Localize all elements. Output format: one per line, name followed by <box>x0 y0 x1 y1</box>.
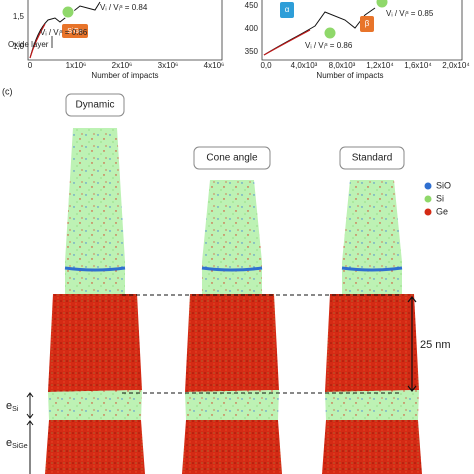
dashed-lines <box>122 294 400 394</box>
annotation: Vᵢ / Vᵢˢ = 0.84 <box>100 3 148 12</box>
pillar-label: Dynamic <box>76 100 115 111</box>
thickness-label: eSiGe <box>6 437 28 450</box>
si-layer <box>65 128 125 294</box>
legend-label: Si <box>436 193 444 203</box>
thickness-label: eSi <box>6 400 19 413</box>
scale-arrow <box>407 296 417 392</box>
phase-label: α <box>285 5 290 14</box>
x-tick-label: 1,2x10⁴ <box>366 61 394 70</box>
ge-layer <box>185 294 279 392</box>
si-layer <box>48 390 142 420</box>
legend-swatch <box>424 208 432 216</box>
subscript: SiGe <box>12 443 28 450</box>
panel-a: SiGe Vᵢ / Vᵢˢ = 0.84 Vᵢ / Vᵢˢ = 0.86 Oxi… <box>8 0 223 80</box>
si-layer <box>325 390 419 420</box>
si-layer <box>202 180 262 294</box>
ge-layer <box>325 294 419 392</box>
legend-swatch <box>424 182 432 190</box>
panel-b: α β Vᵢ / Vᵢˢ = 0.85 Vᵢ / Vᵢˢ = 0.86 Numb… <box>261 0 463 80</box>
ge-layer <box>45 420 145 474</box>
symbol: e <box>6 437 12 449</box>
y-tick-label: 1,5 <box>13 12 25 21</box>
annotation: Vᵢ / Vᵢˢ = 0.86 <box>305 41 353 50</box>
panel-label: (c) <box>2 86 13 96</box>
annotation: Oxide layer <box>8 40 49 49</box>
y-tick-label: 350 <box>245 47 259 56</box>
pillars: Dynamic Cone angle Standard <box>45 93 422 474</box>
pillar-label: Cone angle <box>206 153 258 164</box>
curve <box>29 23 46 59</box>
box <box>62 24 88 38</box>
x-tick-label: 0,0 <box>260 61 272 70</box>
axes <box>27 0 223 61</box>
x-tick-label: 2,0x10⁴ <box>442 61 470 70</box>
si-layer <box>185 390 279 420</box>
pillar-label: Standard <box>352 153 393 164</box>
ge-layer <box>48 294 142 392</box>
x-tick-label: 4x10⁶ <box>204 61 225 70</box>
x-tick-label: 2x10⁶ <box>112 61 133 70</box>
label-box <box>193 146 271 170</box>
box <box>280 2 294 18</box>
legend-label: Ge <box>436 206 448 216</box>
thickness-arrow <box>26 392 34 419</box>
sio-band <box>341 266 403 272</box>
x-tick-label: 1x10⁶ <box>66 61 87 70</box>
box-label: SiGe <box>67 28 83 35</box>
symbol: e <box>6 400 12 412</box>
marker <box>61 5 75 19</box>
sio-band <box>201 266 263 272</box>
x-tick-label: 3x10⁶ <box>158 61 179 70</box>
marker <box>375 0 389 9</box>
marker <box>323 26 337 40</box>
y-tick-label: 400 <box>245 24 259 33</box>
legend-label: SiO <box>436 180 451 190</box>
legend-swatch <box>424 195 432 203</box>
axes <box>261 0 463 61</box>
si-layer <box>342 180 402 294</box>
ge-layer <box>182 420 282 474</box>
sio-band <box>64 266 126 272</box>
phase-label: β <box>365 19 370 28</box>
legend: SiO Si Ge <box>424 180 451 216</box>
label-box <box>65 93 125 117</box>
subscript: Si <box>12 406 19 413</box>
label-box <box>339 146 405 170</box>
x-tick-label: 1,6x10⁴ <box>404 61 432 70</box>
thickness-arrow <box>26 420 34 474</box>
ge-layer <box>322 420 422 474</box>
box <box>360 16 374 32</box>
annotation: Vᵢ / Vᵢˢ = 0.86 <box>40 28 88 37</box>
annotation: Vᵢ / Vᵢˢ = 0.85 <box>386 9 434 18</box>
scale-label: 25 nm <box>420 339 451 351</box>
y-tick-label: 1,0 <box>13 42 25 51</box>
curve <box>263 29 311 56</box>
x-label: Number of impacts <box>316 71 383 80</box>
y-tick-label: 450 <box>245 1 259 10</box>
x-tick-label: 8,0x10³ <box>329 61 356 70</box>
x-tick-label: 0 <box>28 61 33 70</box>
x-label: Number of impacts <box>91 71 158 80</box>
x-tick-label: 4,0x10³ <box>291 61 318 70</box>
